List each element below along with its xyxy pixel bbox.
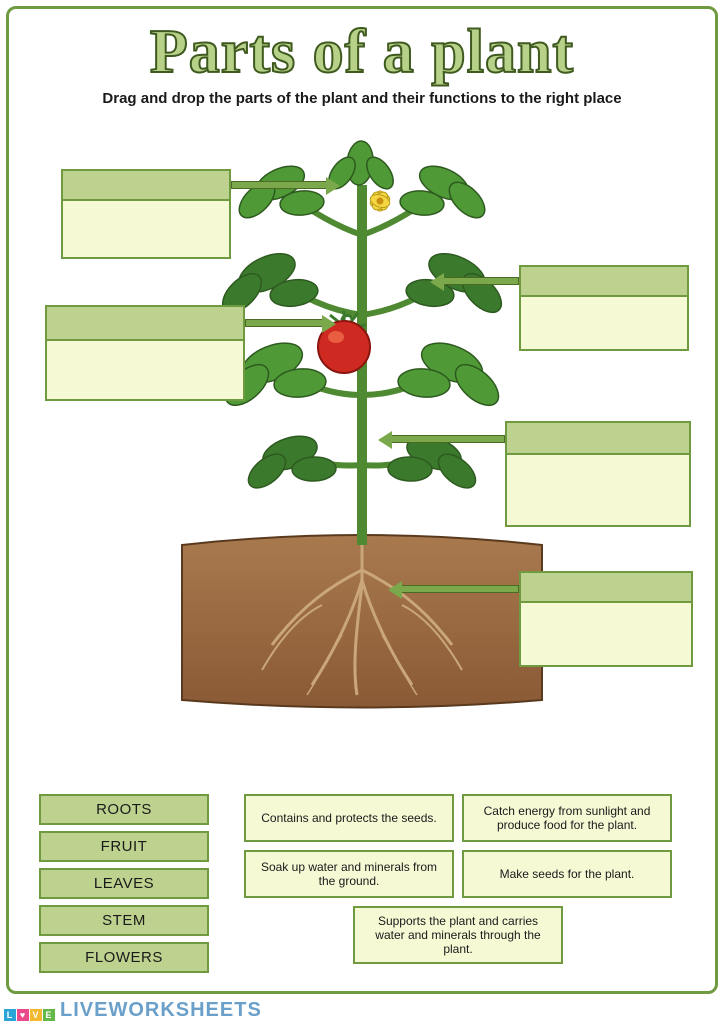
drop-slot-flower-name[interactable] (63, 171, 229, 201)
parts-column: ROOTS FRUIT LEAVES STEM FLOWERS (39, 794, 209, 973)
part-chip-flowers[interactable]: FLOWERS (39, 942, 209, 973)
drop-slot-roots[interactable] (519, 571, 693, 667)
function-chip[interactable]: Contains and protects the seeds. (244, 794, 454, 842)
instruction-text: Drag and drop the parts of the plant and… (9, 90, 715, 107)
diagram-area (9, 115, 715, 745)
drop-slot-roots-function[interactable] (521, 603, 691, 665)
logo-square: V (30, 1009, 42, 1021)
drop-slot-stem-function[interactable] (507, 455, 689, 525)
arrow-icon (245, 319, 323, 327)
functions-column: Contains and protects the seeds. Catch e… (231, 794, 685, 973)
watermark-text: LIVEWORKSHEETS (60, 999, 262, 1021)
part-chip-stem[interactable]: STEM (39, 905, 209, 936)
part-chip-roots[interactable]: ROOTS (39, 794, 209, 825)
part-chip-fruit[interactable]: FRUIT (39, 831, 209, 862)
function-chip[interactable]: Make seeds for the plant. (462, 850, 672, 898)
worksheet-frame: Parts of a plant Drag and drop the parts… (6, 6, 718, 994)
drop-slot-fruit[interactable] (45, 305, 245, 401)
logo-square: E (43, 1009, 55, 1021)
drop-slot-flower-function[interactable] (63, 201, 229, 257)
drop-slot-flower[interactable] (61, 169, 231, 259)
drop-slot-leaves[interactable] (519, 265, 689, 351)
arrow-icon (443, 277, 519, 285)
page-title: Parts of a plant (9, 9, 715, 88)
drop-slot-fruit-name[interactable] (47, 307, 243, 341)
drop-slot-leaves-name[interactable] (521, 267, 687, 297)
arrow-icon (231, 181, 327, 189)
function-chip[interactable]: Soak up water and minerals from the grou… (244, 850, 454, 898)
drop-slot-roots-name[interactable] (521, 573, 691, 603)
watermark-logo-icon: L ♥ V E (4, 1009, 56, 1021)
arrow-icon (391, 435, 505, 443)
function-chip[interactable]: Supports the plant and carries water and… (353, 906, 563, 964)
drop-slot-stem[interactable] (505, 421, 691, 527)
draggables-area: ROOTS FRUIT LEAVES STEM FLOWERS Contains… (39, 794, 685, 973)
arrow-icon (401, 585, 519, 593)
part-chip-leaves[interactable]: LEAVES (39, 868, 209, 899)
watermark: L ♥ V E LIVEWORKSHEETS (4, 999, 262, 1022)
logo-square: L (4, 1009, 16, 1021)
function-chip[interactable]: Catch energy from sunlight and produce f… (462, 794, 672, 842)
flower-icon (369, 189, 392, 212)
drop-slot-leaves-function[interactable] (521, 297, 687, 349)
logo-square: ♥ (17, 1009, 29, 1021)
drop-slot-stem-name[interactable] (507, 423, 689, 455)
drop-slot-fruit-function[interactable] (47, 341, 243, 399)
